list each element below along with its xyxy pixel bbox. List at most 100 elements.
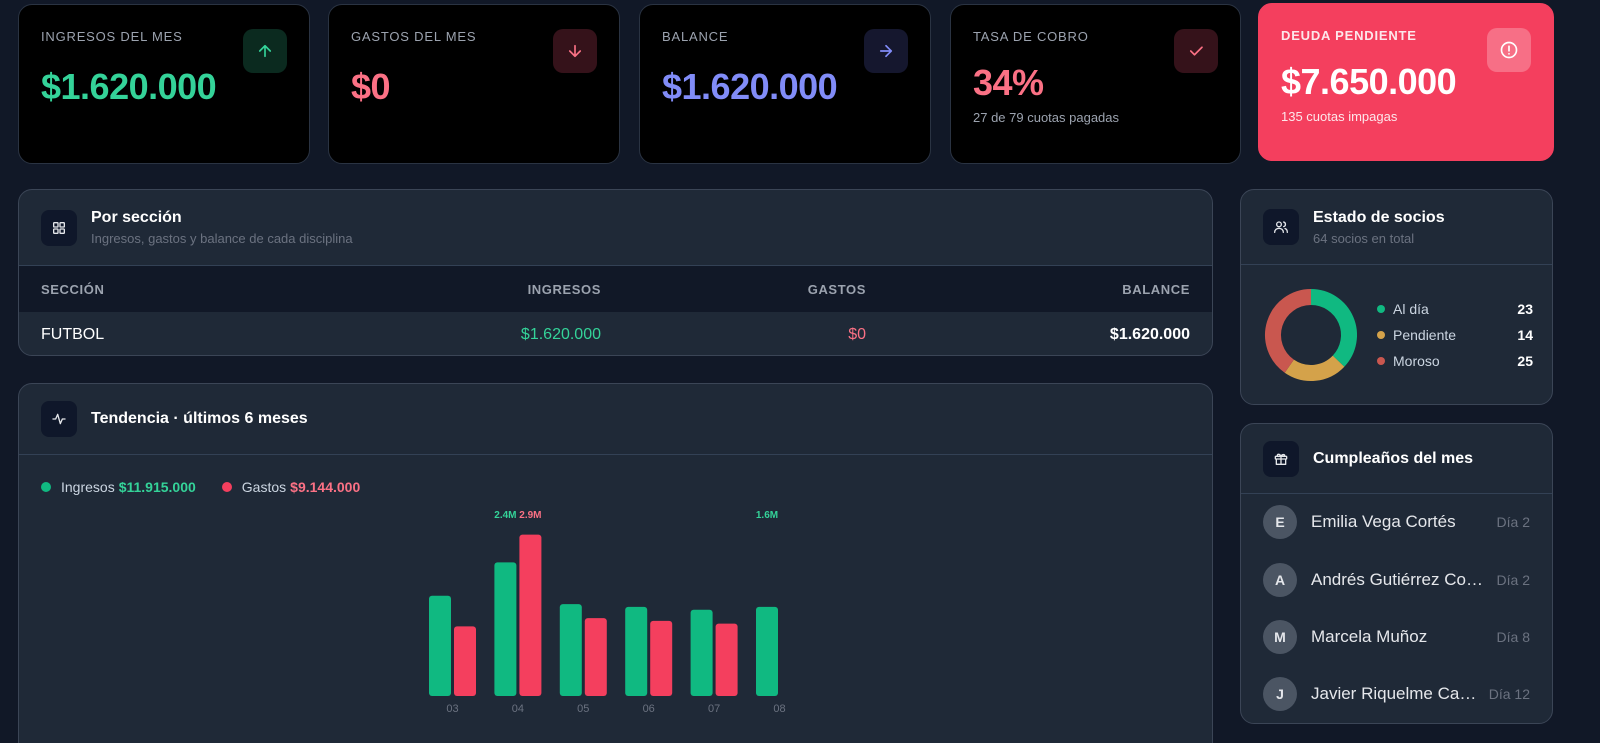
legend-dot: [221, 482, 232, 492]
kpi-label: TASA DE COBRO: [973, 29, 1089, 44]
panel-title: Estado de socios: [1313, 208, 1445, 226]
arrow-right-icon: [864, 29, 908, 73]
panel-cumpleanos: Cumpleaños del mes E Emilia Vega Cortés …: [1240, 423, 1553, 724]
birthday-name: Emilia Vega Cortés: [1311, 512, 1456, 531]
legend-label: Ingresos: [61, 479, 115, 495]
activity-icon: [41, 401, 77, 437]
x-tick-label: 04: [512, 703, 524, 715]
kpi-value: $1.620.000: [662, 66, 838, 107]
table-header: SECCIÓN INGRESOS GASTOS BALANCE: [19, 266, 1212, 312]
kpi-card-deuda-pendiente: DEUDA PENDIENTE $7.650.000 135 cuotas im…: [1258, 3, 1554, 161]
donut-slice-al-día[interactable]: [1310, 289, 1357, 367]
column-header-ingresos[interactable]: INGRESOS: [527, 281, 601, 297]
panel-title: Cumpleaños del mes: [1313, 449, 1474, 467]
x-tick-label: 06: [643, 703, 655, 715]
kpi-value: 34%: [973, 62, 1044, 103]
donut-slice-moroso[interactable]: [1265, 289, 1312, 373]
bar-ingresos-07[interactable]: [690, 609, 713, 696]
alert-circle-icon: [1487, 28, 1531, 72]
x-tick-label: 05: [577, 703, 589, 715]
kpi-card-balance: BALANCE $1.620.000: [639, 4, 931, 164]
bar-ingresos-04[interactable]: [494, 562, 517, 696]
socios-row-moroso: Moroso 25: [1377, 348, 1533, 374]
cell-balance: $1.620.000: [1109, 326, 1190, 343]
column-header-seccion[interactable]: SECCIÓN: [41, 281, 105, 297]
panel-header: Por sección Ingresos, gastos y balance d…: [19, 190, 1212, 266]
kpi-value: $7.650.000: [1281, 61, 1457, 102]
socios-legend: Al día 23 Pendiente 14 Moroso 25: [1377, 296, 1533, 374]
trend-bar-chart: 03 04 05 06 07 08 2.4M 2.9M 1.6M: [429, 510, 786, 715]
status-count: 23: [1517, 301, 1533, 317]
bar-gastos-03[interactable]: [454, 626, 476, 696]
gift-icon: [1263, 440, 1299, 477]
kpi-label: INGRESOS DEL MES: [41, 29, 183, 44]
table-row[interactable]: FUTBOL $1.620.000 $0 $1.620.000: [19, 312, 1212, 355]
legend-value: $11.915.000: [118, 479, 196, 495]
x-tick-label: 07: [708, 703, 720, 715]
kpi-card-gastos: GASTOS DEL MES $0: [328, 4, 620, 164]
kpi-label: DEUDA PENDIENTE: [1281, 28, 1417, 43]
birthday-item[interactable]: E Emilia Vega Cortés Día 2: [1263, 504, 1530, 540]
column-header-balance[interactable]: BALANCE: [1122, 281, 1190, 297]
avatar: M: [1263, 620, 1297, 654]
avatar: J: [1263, 677, 1297, 711]
bar-gastos-06[interactable]: [650, 620, 673, 696]
column-header-gastos[interactable]: GASTOS: [807, 281, 866, 297]
kpi-label: GASTOS DEL MES: [351, 29, 477, 44]
panel-title: Tendencia · últimos 6 meses: [91, 410, 308, 427]
birthday-day: Día 12: [1488, 686, 1530, 702]
status-count: 14: [1517, 327, 1533, 343]
users-icon: [1263, 209, 1299, 245]
arrow-up-icon: [243, 29, 287, 73]
legend-dot: [41, 482, 51, 492]
status-label: Al día: [1393, 301, 1429, 317]
socios-row-pendiente: Pendiente 14: [1377, 322, 1533, 348]
bar-gastos-07[interactable]: [715, 623, 738, 696]
panel-subtitle: Ingresos, gastos y balance de cada disci…: [91, 231, 353, 246]
bar-gastos-05[interactable]: [584, 618, 607, 696]
birthday-name: Marcela Muñoz: [1311, 627, 1428, 646]
kpi-subtext: 27 de 79 cuotas pagadas: [973, 110, 1120, 125]
status-dot: [1377, 357, 1385, 365]
birthday-name: Javier Riquelme Castillo: [1311, 684, 1479, 703]
birthday-item[interactable]: M Marcela Muñoz Día 8: [1263, 619, 1530, 655]
donut-slice-pendiente[interactable]: [1284, 355, 1345, 381]
cell-seccion: FUTBOL: [41, 326, 105, 343]
birthday-day: Día 8: [1496, 629, 1530, 645]
status-count: 25: [1517, 353, 1533, 369]
socios-donut-chart: [1265, 289, 1357, 381]
bar-gastos-04[interactable]: [519, 534, 542, 696]
panel-title: Por sección: [91, 209, 182, 226]
legend-item-gastos: Gastos $9.144.000: [221, 479, 360, 495]
bar-ingresos-08[interactable]: [756, 606, 778, 696]
x-tick-label: 08: [773, 703, 785, 715]
bar-ingresos-05[interactable]: [559, 604, 582, 696]
data-label: 1.6M: [756, 510, 778, 521]
status-dot: [1377, 305, 1385, 313]
status-label: Pendiente: [1393, 327, 1457, 343]
kpi-value: $1.620.000: [41, 66, 217, 107]
socios-row-al-dia: Al día 23: [1377, 296, 1533, 322]
kpi-card-tasa-cobro: TASA DE COBRO 34% 27 de 79 cuotas pagada…: [950, 4, 1241, 164]
birthday-item[interactable]: A Andrés Gutiérrez Cortés Día 2: [1263, 562, 1530, 598]
bar-ingresos-06[interactable]: [625, 606, 648, 696]
x-tick-label: 03: [446, 703, 458, 715]
avatar: E: [1263, 505, 1297, 539]
data-label: 2.9M: [519, 510, 541, 521]
birthday-name: Andrés Gutiérrez Cortés: [1311, 570, 1487, 589]
status-label: Moroso: [1393, 353, 1440, 369]
status-dot: [1377, 331, 1385, 339]
panel-subtitle: 64 socios en total: [1313, 230, 1415, 246]
kpi-value: $0: [351, 66, 391, 107]
check-icon: [1174, 29, 1218, 73]
legend-item-ingresos: Ingresos $11.915.000: [41, 479, 196, 495]
panel-header: Estado de socios 64 socios en total: [1241, 190, 1552, 265]
chart-legend: Ingresos $11.915.000 Gastos $9.144.000: [41, 479, 386, 495]
bar-ingresos-03[interactable]: [429, 595, 451, 696]
birthday-day: Día 2: [1496, 572, 1530, 588]
arrow-down-icon: [553, 29, 597, 73]
kpi-subtext: 135 cuotas impagas: [1281, 109, 1398, 124]
avatar: A: [1263, 563, 1297, 597]
birthday-item[interactable]: J Javier Riquelme Castillo Día 12: [1263, 676, 1530, 712]
